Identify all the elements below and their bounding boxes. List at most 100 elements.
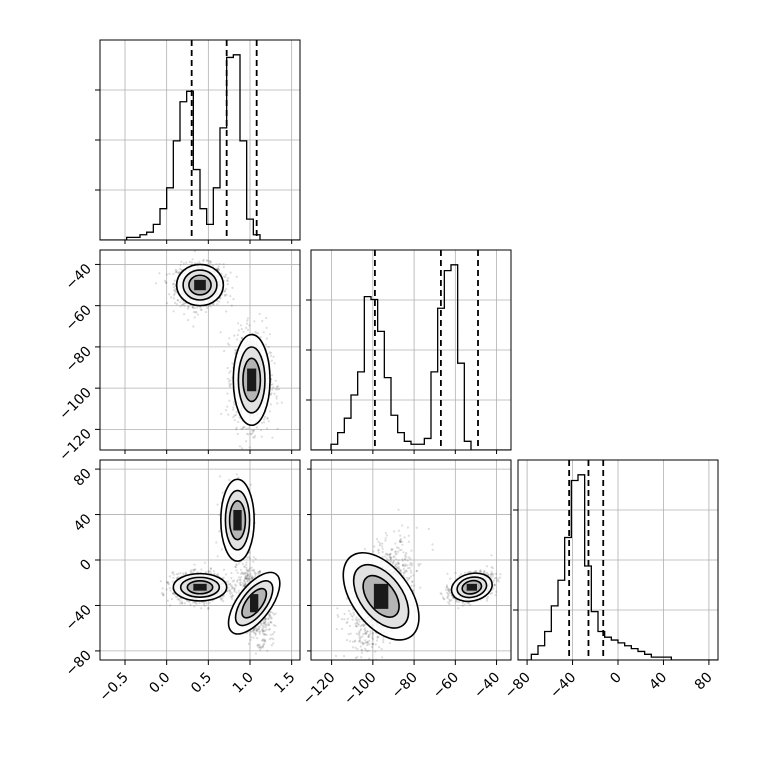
scatter-point [244, 583, 247, 586]
scatter-point [394, 553, 397, 556]
scatter-point [222, 594, 225, 598]
scatter-point [252, 628, 255, 631]
scatter-point [186, 305, 190, 308]
scatter-point [272, 642, 275, 645]
scatter-point [277, 388, 280, 391]
scatter-point [268, 637, 271, 641]
scatter-point [190, 261, 193, 264]
scatter-point [258, 570, 261, 573]
scatter-point [172, 282, 175, 285]
scatter-point [176, 299, 179, 302]
scatter-point [244, 583, 248, 586]
scatter-point [231, 362, 234, 365]
scatter-point [252, 568, 256, 572]
scatter-panel-2 [310, 459, 512, 670]
scatter-point [217, 265, 220, 268]
scatter-point [207, 570, 210, 574]
scatter-point [254, 574, 257, 577]
scatter-point [253, 576, 256, 579]
scatter-point [240, 336, 243, 339]
scatter-point [245, 576, 248, 579]
scatter-point [168, 583, 171, 586]
scatter-point [198, 260, 201, 263]
scatter-point [213, 572, 216, 576]
scatter-point [187, 305, 190, 308]
scatter-point [248, 557, 252, 560]
scatter-point [276, 427, 279, 430]
scatter-point [355, 622, 358, 625]
scatter-point [168, 293, 171, 296]
scatter-point [209, 567, 212, 570]
scatter-point [387, 553, 390, 557]
scatter-point [245, 577, 248, 581]
scatter-point [238, 445, 242, 448]
scatter-point [263, 629, 266, 633]
scatter-point [269, 393, 272, 396]
scatter-point [225, 288, 228, 291]
scatter-point [254, 634, 257, 637]
scatter-point [257, 643, 260, 646]
scatter-point [263, 418, 266, 421]
scatter-point [369, 666, 371, 668]
scatter-point [230, 584, 233, 587]
scatter-point [216, 303, 219, 306]
scatter-point [243, 425, 246, 429]
scatter-point [174, 271, 177, 274]
scatter-point [223, 275, 226, 278]
scatter-point [233, 334, 236, 337]
scatter-point [176, 595, 179, 598]
scatter-point [173, 294, 176, 297]
scatter-point [246, 556, 249, 559]
scatter-point [270, 637, 273, 640]
scatter-point [246, 575, 249, 578]
scatter-point [381, 668, 383, 670]
scatter-point [263, 622, 266, 625]
scatter-point [253, 627, 256, 630]
scatter-point [236, 571, 239, 574]
scatter-point [204, 310, 207, 314]
panel-frame [310, 249, 512, 451]
scatter-point [245, 577, 248, 580]
scatter-point [262, 639, 266, 643]
scatter-point [233, 587, 236, 591]
scatter-point [270, 374, 274, 377]
scatter-point [243, 584, 246, 588]
scatter-point [274, 388, 277, 391]
scatter-point [177, 572, 180, 576]
scatter-point [266, 417, 269, 420]
scatter-point [252, 631, 255, 634]
scatter-point [193, 316, 196, 319]
density-peak [250, 594, 259, 613]
scatter-point [376, 635, 379, 638]
scatter-point [226, 366, 229, 370]
scatter-point [245, 566, 248, 569]
scatter-point [215, 541, 218, 544]
scatter-point [350, 664, 352, 666]
scatter-point [172, 297, 175, 300]
scatter-point [364, 647, 367, 650]
scatter-point [258, 645, 262, 649]
scatter-point [343, 618, 346, 621]
scatter-point [227, 277, 230, 280]
scatter-point [195, 311, 198, 314]
scatter-point [408, 566, 411, 570]
scatter-point [229, 379, 232, 382]
scatter-point [252, 556, 255, 559]
scatter-point [395, 546, 399, 549]
scatter-point [238, 582, 241, 585]
scatter-point [275, 385, 278, 389]
scatter-point [188, 260, 191, 263]
scatter-point [377, 540, 380, 543]
scatter-point [234, 565, 237, 568]
scatter-point [359, 629, 362, 632]
scatter-point [261, 629, 265, 632]
scatter-point [239, 324, 243, 327]
scatter-point [233, 589, 236, 592]
scatter-point [265, 326, 268, 329]
scatter-point [182, 302, 186, 305]
scatter-point [267, 628, 270, 631]
scatter-point [242, 572, 245, 576]
scatter-point [241, 585, 245, 588]
scatter-point [186, 307, 189, 310]
scatter-point [258, 573, 261, 576]
